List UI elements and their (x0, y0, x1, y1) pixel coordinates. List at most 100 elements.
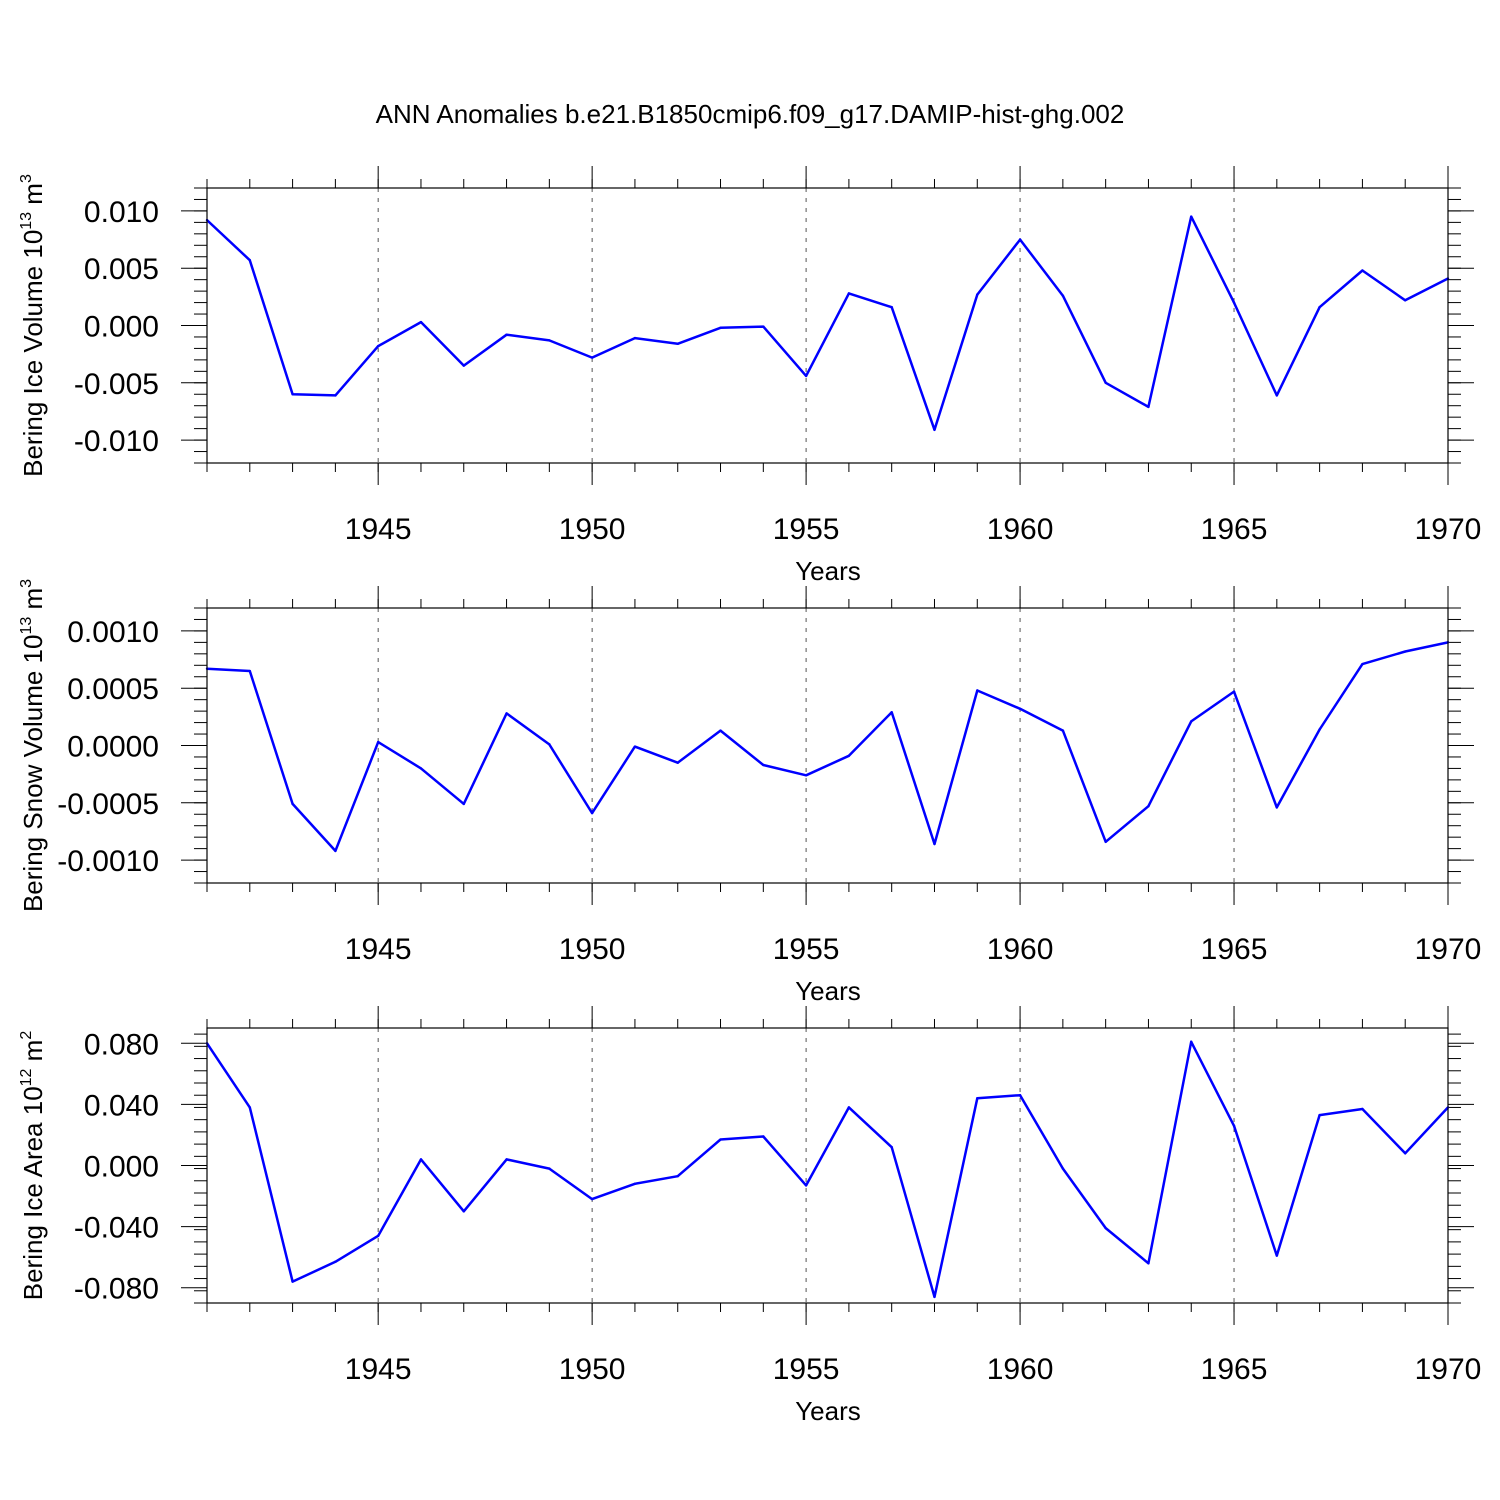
data-point (1275, 806, 1279, 809)
data-point (248, 258, 251, 262)
x-tick-label: 1945 (345, 513, 412, 546)
data-point (1104, 840, 1107, 843)
y-tick-label: 0.0000 (67, 731, 159, 764)
data-point (633, 745, 637, 748)
y-tick-label: -0.0010 (57, 845, 159, 878)
y-tick-label: 0.040 (84, 1089, 159, 1122)
data-point (719, 326, 722, 329)
x-tick-label: 1960 (987, 513, 1054, 546)
x-tick-label: 1970 (1415, 513, 1482, 546)
data-point (419, 1158, 423, 1161)
data-point (505, 333, 508, 336)
x-tick-label: 1965 (1201, 933, 1268, 966)
data-point (1318, 728, 1321, 731)
data-point (548, 1167, 551, 1170)
data-point (462, 364, 465, 367)
data-point (505, 1158, 508, 1161)
data-point (1404, 1152, 1407, 1155)
data-point (334, 394, 337, 397)
data-point (1147, 1262, 1150, 1265)
data-point (719, 729, 722, 732)
data-point (248, 1106, 251, 1109)
plot-frame (206, 607, 1449, 884)
data-point (548, 743, 551, 746)
data-point (462, 802, 465, 806)
data-point (1318, 305, 1321, 309)
data-point (505, 712, 508, 715)
x-tick-label: 1960 (987, 1353, 1054, 1386)
plot-frame (206, 1027, 1449, 1304)
data-point (1104, 381, 1107, 384)
x-tick-label: 1960 (987, 933, 1054, 966)
data-point (376, 1234, 380, 1237)
y-tick-label: 0.0005 (67, 673, 159, 706)
y-axis-label: Bering Ice Volume 1013 m3 (18, 174, 48, 477)
data-point (291, 393, 294, 396)
y-tick-label: -0.080 (74, 1273, 159, 1306)
data-point (1361, 269, 1364, 272)
y-tick-label: 0.0010 (67, 616, 159, 649)
data-point (462, 1210, 465, 1213)
data-point (1104, 1226, 1107, 1230)
data-point (890, 711, 893, 714)
data-point (291, 802, 294, 806)
data-point (1061, 729, 1065, 732)
data-point (976, 1097, 979, 1100)
data-point (1232, 301, 1236, 304)
x-tick-label: 1970 (1415, 933, 1482, 966)
data-point (676, 761, 679, 764)
x-axis-label: Years (795, 1396, 861, 1426)
y-tick-label: 0.010 (84, 196, 159, 229)
x-tick-label: 1955 (773, 513, 840, 546)
data-point (1147, 405, 1150, 409)
data-point (1318, 1113, 1321, 1117)
y-tick-label: 0.000 (84, 1151, 159, 1184)
y-tick-label: -0.040 (74, 1212, 159, 1245)
data-point (376, 344, 380, 348)
y-tick-label: 0.000 (84, 311, 159, 344)
data-point (1190, 720, 1193, 723)
data-series-line (206, 215, 1449, 432)
chart-panel-2: 0.0010 0.0005 0.0000 -0.0005 -0.0010 1945 1950… (18, 579, 1481, 1006)
data-point (334, 1260, 337, 1263)
data-point (762, 1135, 765, 1138)
data-point (291, 1280, 294, 1283)
data-point (890, 1145, 893, 1149)
data-point (1361, 662, 1364, 666)
data-point (419, 767, 423, 770)
plot-frame (206, 187, 1449, 464)
y-axis-label: Bering Ice Area 1012 m2 (18, 1031, 48, 1301)
data-point (590, 811, 594, 815)
x-tick-label: 1945 (345, 933, 412, 966)
data-point (334, 849, 337, 853)
x-tick-label: 1965 (1201, 513, 1268, 546)
data-point (1404, 650, 1407, 653)
data-point (1404, 299, 1407, 302)
data-point (376, 740, 380, 744)
x-tick-label: 1955 (773, 933, 840, 966)
x-tick-label: 1965 (1201, 1353, 1268, 1386)
data-point (1018, 238, 1022, 241)
y-tick-label: -0.005 (74, 368, 159, 401)
y-tick-label: 0.080 (84, 1028, 159, 1061)
data-point (1061, 1167, 1065, 1170)
data-point (976, 689, 979, 692)
data-point (890, 305, 893, 309)
data-point (933, 428, 936, 431)
data-point (633, 336, 637, 340)
data-point (1232, 690, 1236, 693)
figure-title: ANN Anomalies b.e21.B1850cmip6.f09_g17.D… (376, 99, 1125, 129)
data-point (676, 342, 679, 346)
x-axis-label: Years (795, 976, 861, 1006)
x-tick-label: 1950 (559, 1353, 626, 1386)
data-point (762, 325, 765, 328)
data-point (804, 374, 808, 378)
data-point (762, 763, 765, 767)
x-tick-label: 1950 (559, 933, 626, 966)
y-tick-label: 0.005 (84, 253, 159, 286)
data-point (933, 1295, 936, 1299)
chart-panel-1: 0.010 0.005 0.000 -0.005 -0.010 1945 1950 1955 1… (18, 166, 1481, 586)
data-point (1190, 215, 1193, 218)
x-axis-label: Years (795, 556, 861, 586)
